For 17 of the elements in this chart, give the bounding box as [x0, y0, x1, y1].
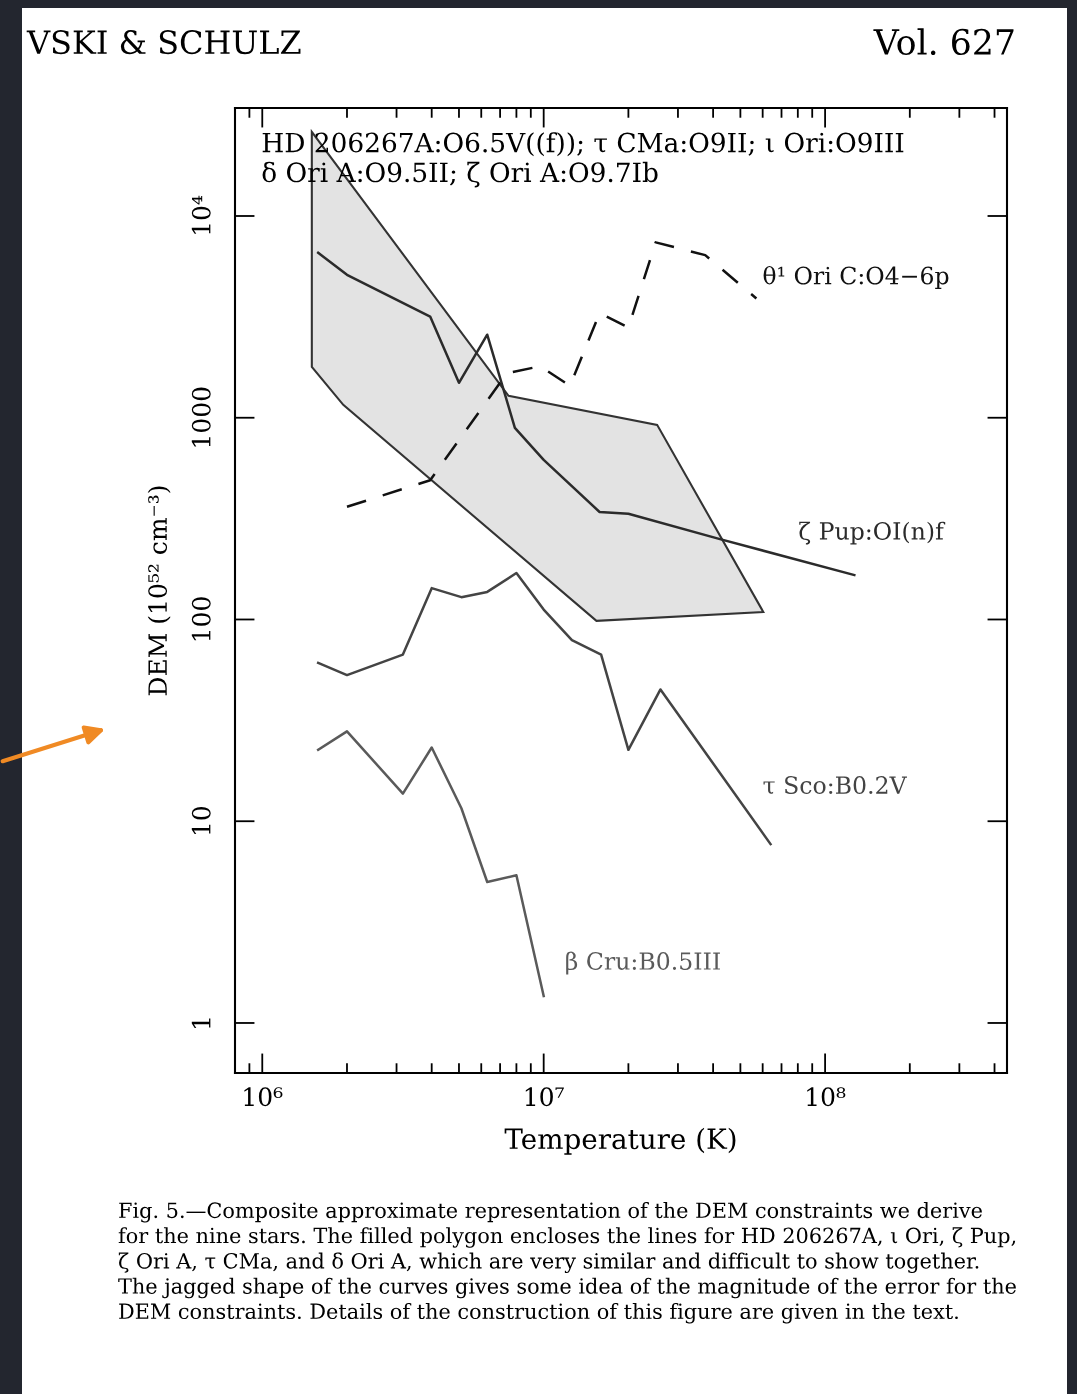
text: Vol. 627 [873, 28, 1014, 56]
y-tick-label: 10 [191, 806, 211, 835]
y-tick-label: 100 [191, 597, 211, 641]
caption: Fig. 5.—Composite approximate representation of the DEM constraints we derive for the nine stars. The filled polygon encloses the lines for HD 206267A, ι Ori, ζ Pup, ζ Ori A, τ CMa, and δ Ori A, which are very similar and difficult to show together. The jagged shape of the curves gives some idea of the magnitude of the error for the DEM constraints. Details of the construction of this figure are given in the text. [118, 1202, 1016, 1324]
series-label: ζ Pup:OI(n)f [799, 521, 946, 545]
y-tick-label: 10⁴ [191, 195, 211, 234]
x-tick-label: 10⁷ [525, 1087, 564, 1107]
series-label: β Cru:B0.5III [566, 951, 720, 975]
x-tick-label: 10⁸ [807, 1087, 846, 1107]
series-label: τ Sco:B0.2V [763, 776, 907, 794]
series-label: θ¹ Ori C:O4−6p [763, 265, 949, 290]
y-tick-label: 1000 [191, 387, 211, 447]
x-tick-label: 10⁶ [244, 1087, 283, 1107]
y-axis-title: DEM (10⁵² cm⁻³) [147, 486, 171, 696]
x-axis-title: Temperature (K) [504, 1127, 736, 1155]
text: VSKI & SCHULZ [26, 30, 301, 55]
y-tick-label: 1 [191, 1018, 211, 1028]
